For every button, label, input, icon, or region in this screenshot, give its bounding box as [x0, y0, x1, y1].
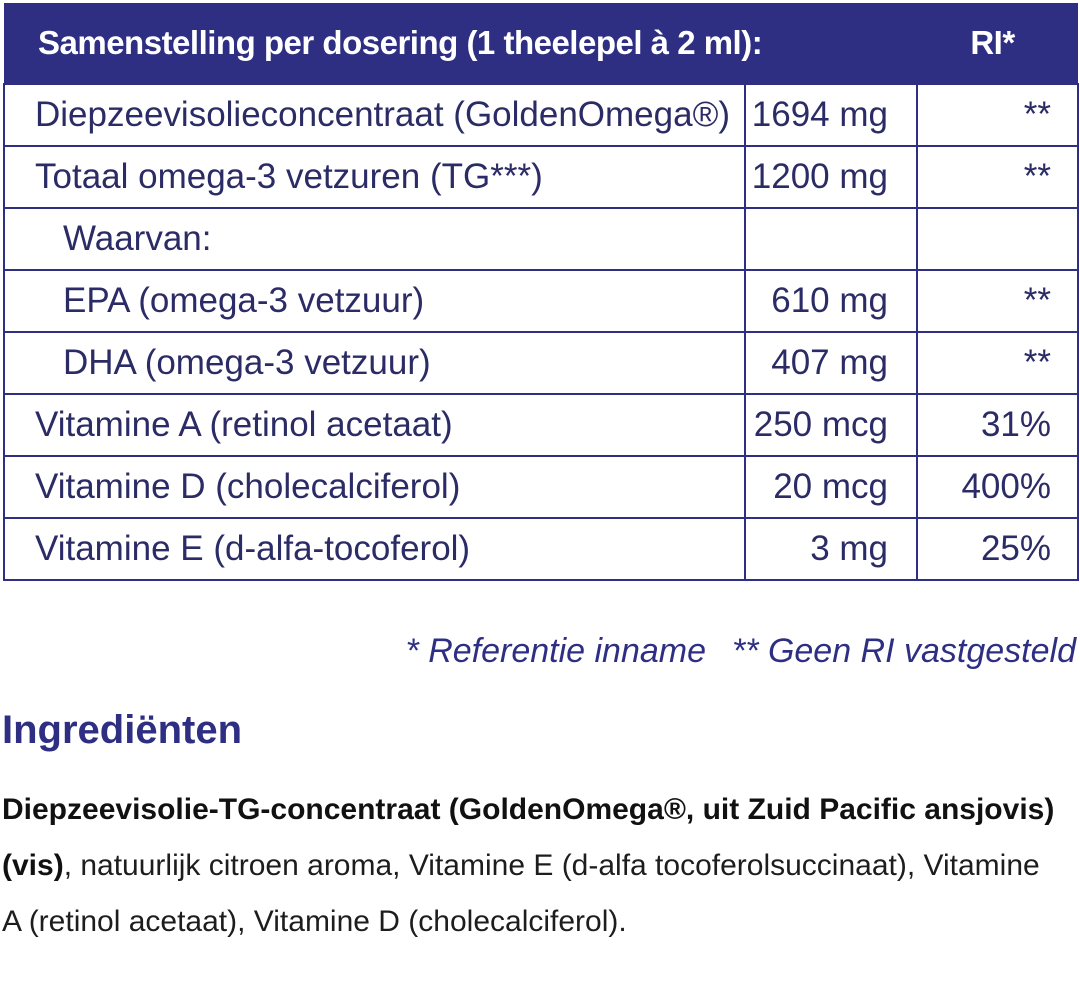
- row-name: EPA (omega-3 vetzuur): [3, 269, 746, 333]
- ingredients-text: Diepzeevisolie-TG-concentraat (GoldenOme…: [2, 782, 1062, 950]
- row-ri: **: [916, 83, 1079, 147]
- row-amount: 610 mg: [744, 269, 918, 333]
- row-ri: 25%: [916, 517, 1079, 581]
- header-composition: Samenstelling per dosering (1 theelepel …: [4, 3, 917, 84]
- header-ri: RI*: [917, 3, 1078, 84]
- footnote-ri: * Referentie inname: [405, 632, 707, 670]
- row-name: Diepzeevisolieconcentraat (GoldenOmega®): [3, 83, 746, 147]
- nutrition-table: Samenstelling per dosering (1 theelepel …: [3, 3, 1079, 581]
- table-row: Vitamine D (cholecalciferol) 20 mcg 400%: [3, 455, 1079, 519]
- row-ri: [916, 207, 1079, 271]
- row-amount: 250 mcg: [744, 393, 918, 457]
- footnote: * Referentie inname ** Geen RI vastgestel…: [406, 632, 1076, 671]
- row-ri: **: [916, 331, 1079, 395]
- row-amount: 1200 mg: [744, 145, 918, 209]
- row-ri: **: [916, 269, 1079, 333]
- table-row: Totaal omega-3 vetzuren (TG***) 1200 mg …: [3, 145, 1079, 209]
- row-ri: 400%: [916, 455, 1079, 519]
- table-row: DHA (omega-3 vetzuur) 407 mg **: [3, 331, 1079, 395]
- table-row: Vitamine E (d-alfa-tocoferol) 3 mg 25%: [3, 517, 1079, 581]
- row-ri: 31%: [916, 393, 1079, 457]
- row-name: DHA (omega-3 vetzuur): [3, 331, 746, 395]
- footnote-no-ri: ** Geen RI vastgesteld: [732, 632, 1076, 670]
- row-amount: [744, 207, 918, 271]
- ingredients-bold: Diepzeevisolie-TG-concentraat (GoldenOme…: [2, 793, 1055, 882]
- row-name: Waarvan:: [3, 207, 746, 271]
- table-row: Diepzeevisolieconcentraat (GoldenOmega®)…: [3, 83, 1079, 147]
- table-row: Vitamine A (retinol acetaat) 250 mcg 31%: [3, 393, 1079, 457]
- row-name: Vitamine A (retinol acetaat): [3, 393, 746, 457]
- ingredients-title: Ingrediënten: [2, 708, 243, 752]
- row-amount: 20 mcg: [744, 455, 918, 519]
- row-name: Vitamine D (cholecalciferol): [3, 455, 746, 519]
- row-amount: 1694 mg: [744, 83, 918, 147]
- row-amount: 3 mg: [744, 517, 918, 581]
- row-name: Totaal omega-3 vetzuren (TG***): [3, 145, 746, 209]
- ingredients-rest: , natuurlijk citroen aroma, Vitamine E (…: [2, 849, 1040, 938]
- table-header-row: Samenstelling per dosering (1 theelepel …: [4, 3, 1078, 84]
- table-row: EPA (omega-3 vetzuur) 610 mg **: [3, 269, 1079, 333]
- row-name: Vitamine E (d-alfa-tocoferol): [3, 517, 746, 581]
- table-row: Waarvan:: [3, 207, 1079, 271]
- row-amount: 407 mg: [744, 331, 918, 395]
- row-ri: **: [916, 145, 1079, 209]
